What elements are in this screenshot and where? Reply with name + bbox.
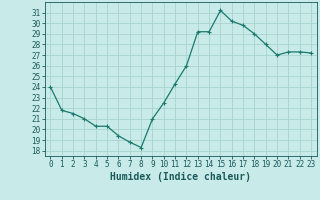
X-axis label: Humidex (Indice chaleur): Humidex (Indice chaleur): [110, 172, 251, 182]
